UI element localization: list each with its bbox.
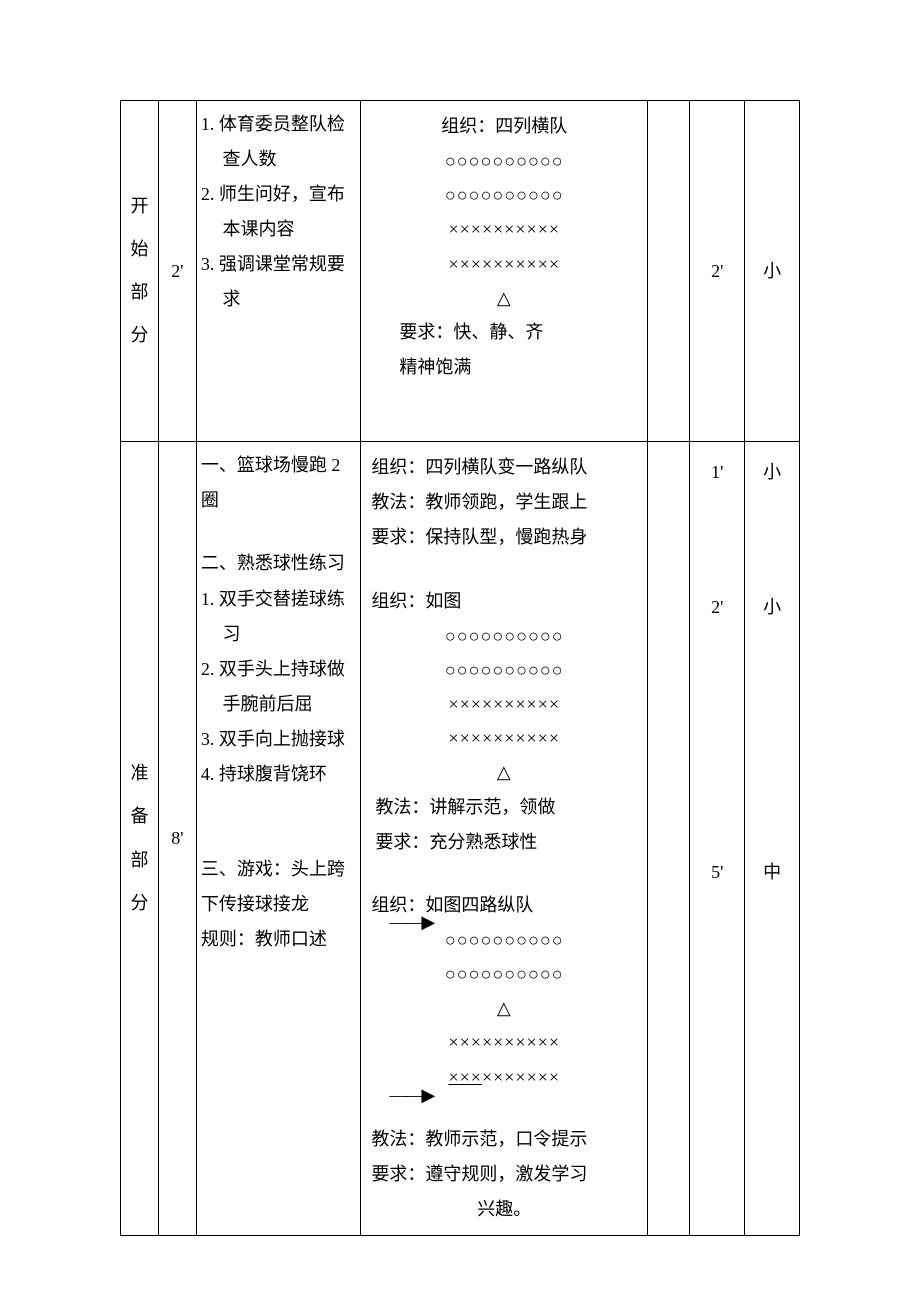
- content-block-title: 三、游戏：头上跨下传接球接龙: [201, 852, 356, 922]
- formation-row: ××××××××××: [371, 687, 637, 721]
- intensity: 小: [745, 442, 799, 502]
- org-line: 要求：遵守规则，激发学习: [371, 1157, 637, 1192]
- formation-row: ○○○○○○○○○○: [371, 178, 637, 212]
- formation-row: ××××××××××: [371, 721, 637, 755]
- org-title: 组织：如图: [371, 584, 637, 619]
- org-line: 教法：教师领跑，学生跟上: [371, 485, 637, 520]
- content-item: 1. 体育委员整队检查人数: [201, 107, 356, 177]
- content-block-title: 二、熟悉球性练习: [201, 546, 356, 581]
- content-item: 2. 双手头上持球做手腕前后屈: [201, 652, 356, 722]
- sub-time: 5': [690, 712, 744, 1032]
- formation-row: ○○○○○○○○○○: [371, 957, 637, 991]
- content-block-title: 一、篮球场慢跑 2 圈: [201, 448, 356, 518]
- org-line: 要求：充分熟悉球性: [371, 825, 637, 860]
- content-item: 1. 双手交替搓球练习: [201, 582, 356, 652]
- org-line: 教法：教师示范，口令提示: [371, 1122, 637, 1157]
- lesson-plan-table: 开始部分 2' 1. 体育委员整队检查人数 2. 师生问好，宣布本课内容 3. …: [120, 100, 800, 1236]
- org-requirement: 要求：快、静、齐: [371, 315, 637, 350]
- arrow-icon: ——▶: [389, 1078, 433, 1112]
- intensity-col: 小 小 中: [745, 442, 800, 1236]
- sub-time: 2': [690, 502, 744, 712]
- org-line: 组织：四列横队变一路纵队: [371, 450, 637, 485]
- section-title: 开始部分: [127, 185, 152, 358]
- formation-row: ○○○○○○○○○○: [371, 144, 637, 178]
- formation-row: ××××××××××: [371, 212, 637, 246]
- total-time-start: 2': [158, 101, 196, 442]
- formation-teacher: △: [371, 281, 637, 315]
- formation-row: ××××××××××: [371, 247, 637, 281]
- section-start-row: 开始部分 2' 1. 体育委员整队检查人数 2. 师生问好，宣布本课内容 3. …: [121, 101, 800, 442]
- section-name-prep: 准备部分: [121, 442, 159, 1236]
- org-line: 教法：讲解示范，领做: [371, 790, 637, 825]
- section-title: 准备部分: [127, 752, 152, 925]
- section-prep-row: 准备部分 8' 一、篮球场慢跑 2 圈 二、熟悉球性练习 1. 双手交替搓球练习…: [121, 442, 800, 1236]
- content-item: 4. 持球腹背饶环: [201, 757, 356, 792]
- organization-start: 组织：四列横队 ○○○○○○○○○○ ○○○○○○○○○○ ××××××××××…: [361, 101, 648, 442]
- content-item: 2. 师生问好，宣布本课内容: [201, 177, 356, 247]
- formation-row: ——▶ ○○○○○○○○○○: [371, 923, 637, 957]
- total-time-prep: 8': [158, 442, 196, 1236]
- arrow-icon: ——▶: [389, 905, 433, 939]
- blank-cell: [648, 442, 690, 1236]
- formation-row: ×××××××××× ——▶: [371, 1060, 637, 1094]
- content-prep: 一、篮球场慢跑 2 圈 二、熟悉球性练习 1. 双手交替搓球练习 2. 双手头上…: [196, 442, 360, 1236]
- intensity: 小: [745, 101, 800, 442]
- sub-time-col: 1' 2' 5': [690, 442, 745, 1236]
- formation-row: ○○○○○○○○○○: [371, 653, 637, 687]
- section-name-start: 开始部分: [121, 101, 159, 442]
- formation-row: ○○○○○○○○○○: [371, 619, 637, 653]
- content-start: 1. 体育委员整队检查人数 2. 师生问好，宣布本课内容 3. 强调课堂常规要求: [196, 101, 360, 442]
- sub-time: 2': [690, 101, 745, 442]
- content-item: 3. 强调课堂常规要求: [201, 247, 356, 317]
- formation-row: ××××××××××: [371, 1025, 637, 1059]
- intensity: 小: [745, 502, 799, 712]
- formation-teacher: △: [371, 991, 637, 1025]
- org-requirement: 精神饱满: [371, 350, 637, 385]
- formation-teacher: △: [371, 755, 637, 789]
- org-line: 要求：保持队型，慢跑热身: [371, 520, 637, 555]
- org-title: 组织：四列横队: [371, 109, 637, 144]
- content-rule: 规则：教师口述: [201, 922, 356, 957]
- intensity: 中: [745, 712, 799, 1032]
- org-line: 兴趣。: [371, 1192, 637, 1227]
- organization-prep: 组织：四列横队变一路纵队 教法：教师领跑，学生跟上 要求：保持队型，慢跑热身 组…: [361, 442, 648, 1236]
- blank-cell: [648, 101, 690, 442]
- content-item: 3. 双手向上抛接球: [201, 722, 356, 757]
- sub-time: 1': [690, 442, 744, 502]
